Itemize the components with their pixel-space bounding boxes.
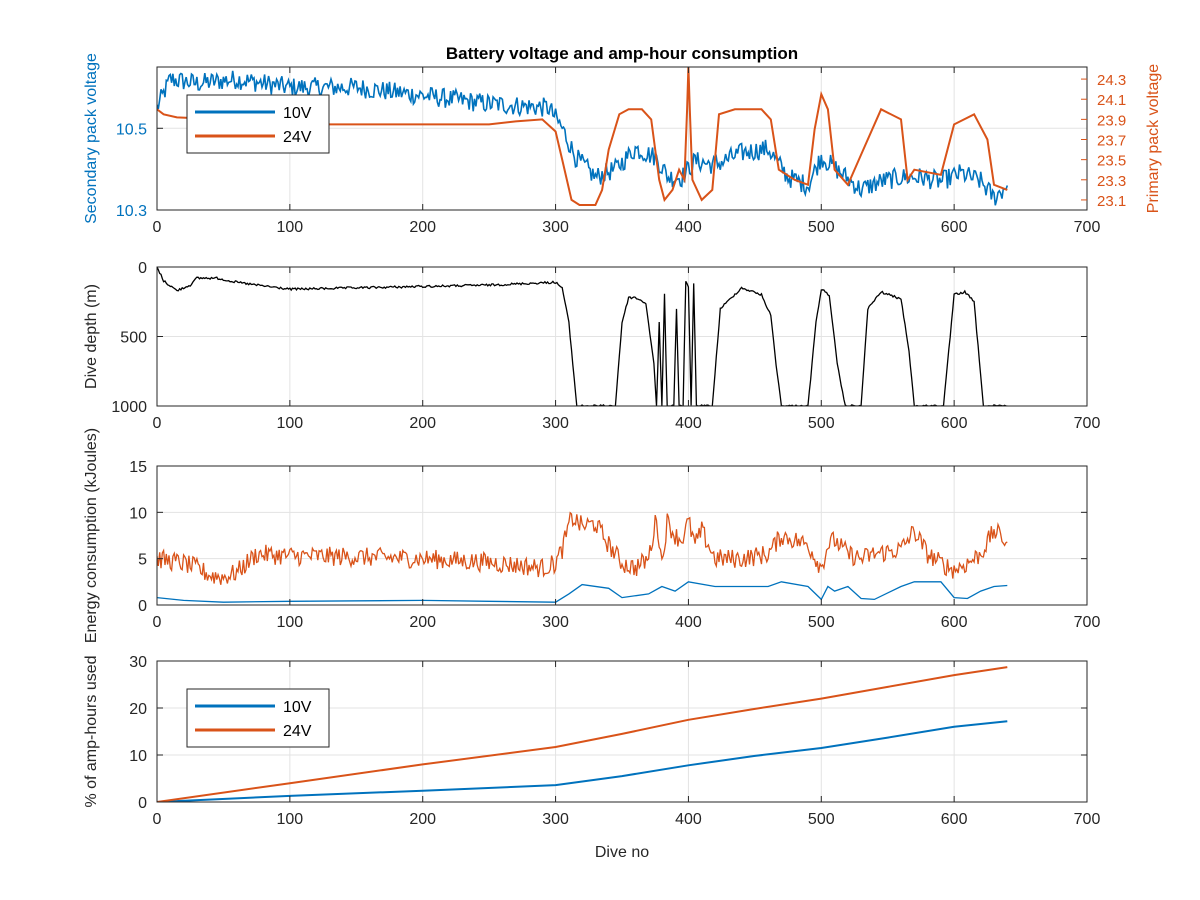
axes-box <box>156 66 1088 211</box>
y2-tick-label: 23.9 <box>1097 112 1126 129</box>
y2-tick-label: 24.3 <box>1097 72 1126 89</box>
x-tick-label: 300 <box>542 811 569 828</box>
y-tick-label: 30 <box>129 654 147 671</box>
x-tick-label: 300 <box>542 614 569 631</box>
legend-label-24v: 24V <box>283 723 312 740</box>
y2-tick-label: 23.1 <box>1097 193 1126 210</box>
x-tick-label: 400 <box>675 219 702 236</box>
plot-area <box>157 466 1087 605</box>
legend-label-24v: 24V <box>283 129 312 146</box>
panel-1: 0 100 200 300 400 500 600 700 10.3 10.5 23.1 23.3 23… <box>83 44 1162 236</box>
y-tick-label: 10.5 <box>116 121 147 138</box>
y2-tick-label: 23.3 <box>1097 173 1126 190</box>
y-tick-label: 10 <box>129 505 147 522</box>
y-axis-label: Energy consumption (kJoules) <box>83 428 100 643</box>
series-line-24v <box>157 511 1008 585</box>
legend-label-10v: 10V <box>283 105 312 122</box>
x-tick-label: 600 <box>941 219 968 236</box>
x-tick-label: 400 <box>675 614 702 631</box>
x-tick-label: 500 <box>808 219 835 236</box>
series-line-24v <box>157 67 1008 206</box>
x-tick-label: 600 <box>941 415 968 432</box>
x-tick-label: 500 <box>808 415 835 432</box>
x-tick-label: 0 <box>153 219 162 236</box>
y-axis-label: % of amp-hours used <box>83 655 100 807</box>
y-tick-label: 0 <box>138 260 147 277</box>
x-tick-label: 500 <box>808 614 835 631</box>
y2-tick-label: 24.1 <box>1097 92 1126 109</box>
legend-box <box>186 688 330 748</box>
series-line-s0 <box>157 267 1008 406</box>
x-tick-label: 500 <box>808 811 835 828</box>
axes-box <box>156 660 1088 803</box>
series-line-10v <box>157 720 1008 802</box>
x-tick-label: 700 <box>1074 415 1101 432</box>
y-tick-label: 10.3 <box>116 203 147 220</box>
x-tick-label: 0 <box>153 811 162 828</box>
y-axis-label: Dive depth (m) <box>83 284 100 389</box>
x-tick-label: 700 <box>1074 219 1101 236</box>
x-tick-label: 100 <box>277 415 304 432</box>
y-tick-label: 500 <box>120 330 147 347</box>
y-tick-label: 10 <box>129 748 147 765</box>
series-line-10v <box>157 70 1009 206</box>
y2-axis-label: Primary pack voltage <box>1145 64 1162 213</box>
x-tick-label: 100 <box>277 219 304 236</box>
x-tick-label: 400 <box>675 415 702 432</box>
y2-tick-label: 23.7 <box>1097 133 1126 150</box>
x-tick-label: 300 <box>542 415 569 432</box>
y2-tick-label: 23.5 <box>1097 153 1126 170</box>
y-axis-label: Secondary pack voltage <box>83 53 100 224</box>
y-tick-label: 1000 <box>111 399 147 416</box>
axes-box <box>156 465 1088 606</box>
x-tick-label: 200 <box>409 614 436 631</box>
series-line-10v <box>157 581 1008 603</box>
panel-2: 0 100 200 300 400 500 600 700 0 500 1000 Dive depth… <box>83 260 1100 432</box>
x-tick-label: 0 <box>153 614 162 631</box>
series-line-24v <box>157 666 1008 802</box>
chart-title: Battery voltage and amp-hour consumption <box>446 44 798 63</box>
y-tick-label: 5 <box>138 552 147 569</box>
legend-box <box>186 94 330 154</box>
y-tick-label: 15 <box>129 459 147 476</box>
x-tick-label: 600 <box>941 614 968 631</box>
y-tick-label: 0 <box>138 795 147 812</box>
x-tick-label: 700 <box>1074 811 1101 828</box>
x-tick-label: 200 <box>409 811 436 828</box>
panel-3: 0 100 200 300 400 500 600 700 0 5 10 15 Energy consu… <box>83 428 1100 643</box>
x-tick-label: 100 <box>277 811 304 828</box>
x-tick-label: 600 <box>941 811 968 828</box>
legend-label-10v: 10V <box>283 699 312 716</box>
panel-4: 0 100 200 300 400 500 600 700 0 10 20 30 % of amp-ho… <box>83 654 1100 861</box>
x-tick-label: 0 <box>153 415 162 432</box>
y-tick-label: 0 <box>138 598 147 615</box>
x-tick-label: 300 <box>542 219 569 236</box>
x-tick-label: 200 <box>409 219 436 236</box>
x-tick-label: 100 <box>277 614 304 631</box>
x-tick-label: 400 <box>675 811 702 828</box>
x-tick-label: 200 <box>409 415 436 432</box>
x-tick-label: 700 <box>1074 614 1101 631</box>
y-tick-label: 20 <box>129 701 147 718</box>
x-axis-label: Dive no <box>595 844 649 861</box>
